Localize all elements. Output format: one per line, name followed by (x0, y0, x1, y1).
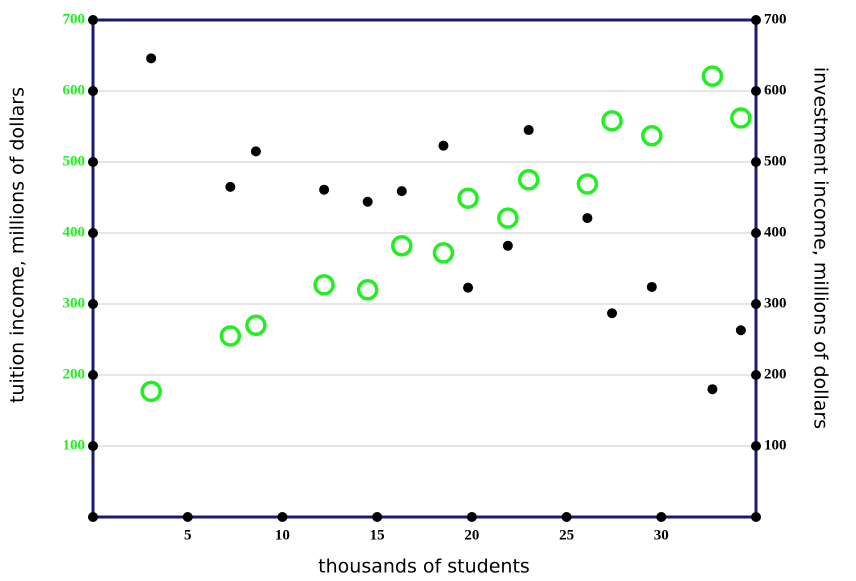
y-tick-mark (88, 299, 98, 309)
x-tick-mark (277, 512, 288, 522)
y2-tick-label: 100 (764, 437, 787, 453)
x-tick-mark (656, 512, 667, 522)
investment-point (146, 53, 157, 64)
tuition-point (356, 279, 379, 301)
y-axis-title: tuition income, millions of dollars (7, 87, 29, 403)
y-tick-mark (88, 15, 98, 25)
y-tick-mark (88, 441, 98, 451)
y-tick-mark (88, 228, 98, 238)
investment-point (438, 140, 449, 151)
tuition-point (497, 207, 519, 229)
tuition-point (517, 169, 540, 191)
y-tick-mark (88, 86, 98, 96)
investment-point (362, 196, 373, 207)
tuition-point (601, 110, 623, 132)
investment-point (396, 186, 407, 197)
y2-tick-mark (751, 370, 761, 380)
tuition-point (730, 107, 752, 129)
plot-frame (91, 18, 758, 519)
y-tick-label: 600 (63, 82, 86, 98)
investment-point (707, 384, 718, 395)
x-tick-label: 20 (464, 527, 479, 543)
y-tick-mark (88, 370, 98, 380)
tuition-point (313, 274, 335, 296)
y-tick-label: 300 (63, 295, 86, 311)
y2-tick-mark (751, 228, 761, 238)
tuition-point (641, 124, 663, 147)
x-tick-mark (561, 512, 572, 522)
y2-tick-label: 300 (764, 295, 787, 311)
x-tick-label: 10 (275, 527, 290, 543)
x-tick-mark (466, 512, 477, 522)
investment-point (646, 281, 657, 292)
x-tick-mark (372, 512, 383, 522)
y2-tick-label: 400 (764, 224, 787, 240)
y2-tick-label: 700 (764, 11, 787, 27)
investment-point (250, 146, 261, 157)
y2-tick-mark (751, 15, 761, 25)
y2-tick-label: 600 (764, 82, 787, 98)
y2-tick-mark (751, 299, 761, 309)
y2-axis-title: investment income, millions of dollars (810, 67, 832, 429)
x-tick-label: 5 (184, 527, 192, 543)
tuition-point (245, 314, 267, 337)
tuition-point (457, 187, 479, 209)
investment-point (319, 184, 330, 195)
grid-layer (93, 90, 756, 447)
y-tick-mark (88, 157, 98, 167)
tuition-point (576, 173, 599, 195)
investment-point (463, 282, 474, 293)
x-tick-label: 15 (370, 527, 385, 543)
investment-point (502, 240, 513, 251)
y2-tick-label: 500 (764, 153, 787, 169)
tuition-point (391, 235, 413, 257)
investment-point (607, 308, 618, 319)
y-tick-label: 100 (63, 437, 86, 453)
x-tick-label: 25 (559, 527, 574, 543)
corner-dot (751, 512, 761, 522)
tuition-point (432, 242, 455, 264)
investment-point (523, 125, 534, 136)
x-tick-label: 30 (654, 527, 669, 543)
investment-point (225, 181, 236, 192)
tuition-point (701, 65, 724, 87)
tuition-point (140, 380, 162, 403)
x-axis-title: thousands of students (318, 556, 530, 578)
y-tick-label: 400 (63, 224, 86, 240)
y-tick-label: 700 (63, 11, 86, 27)
y2-tick-label: 200 (764, 366, 787, 382)
corner-dot (88, 512, 98, 522)
y-tick-label: 200 (63, 366, 86, 382)
investment-point (582, 213, 593, 224)
y2-tick-mark (751, 86, 761, 96)
y2-tick-mark (751, 157, 761, 167)
investment-point (735, 325, 746, 336)
tuition-point (219, 325, 242, 347)
y-tick-label: 500 (63, 153, 86, 169)
x-tick-mark (182, 512, 193, 522)
y2-tick-mark (751, 441, 761, 451)
